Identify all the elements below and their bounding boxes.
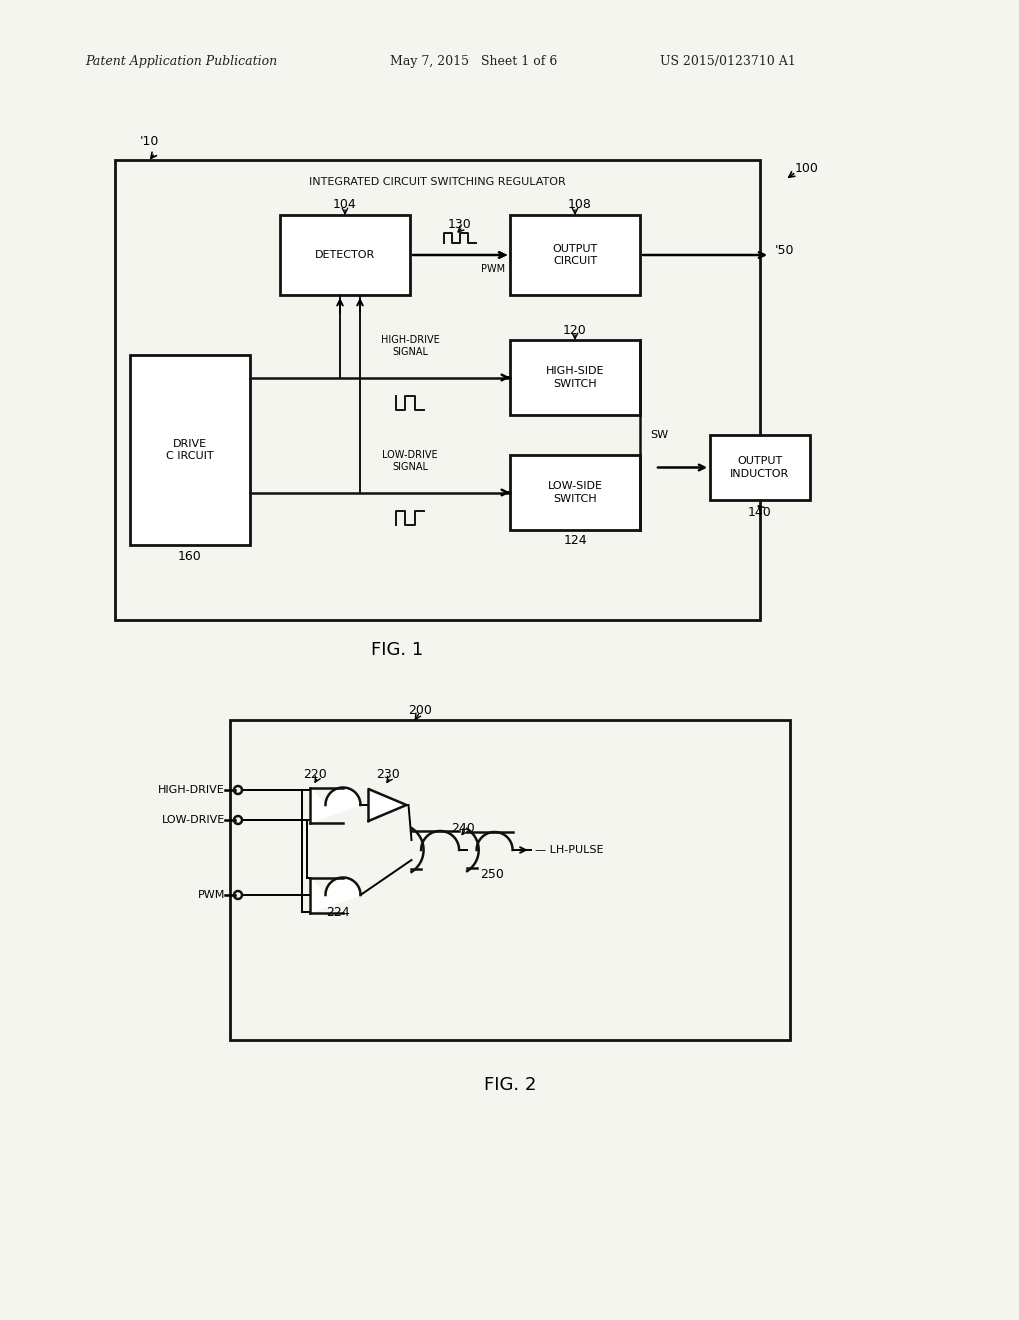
Polygon shape bbox=[467, 829, 513, 871]
Text: PWM: PWM bbox=[480, 264, 504, 275]
Text: FIG. 2: FIG. 2 bbox=[483, 1076, 536, 1094]
Text: 140: 140 bbox=[747, 506, 771, 519]
Polygon shape bbox=[368, 789, 407, 821]
Text: DRIVE
C IRCUIT: DRIVE C IRCUIT bbox=[166, 438, 214, 461]
Text: HIGH-SIDE
SWITCH: HIGH-SIDE SWITCH bbox=[545, 366, 603, 388]
Text: '50: '50 bbox=[774, 243, 794, 256]
Bar bbox=[280, 215, 410, 294]
Bar bbox=[115, 160, 759, 620]
Text: — LH-PULSE: — LH-PULSE bbox=[534, 845, 602, 855]
Text: PWM: PWM bbox=[198, 890, 225, 900]
Text: LOW-DRIVE
SIGNAL: LOW-DRIVE SIGNAL bbox=[382, 450, 437, 471]
Text: HIGH-DRIVE: HIGH-DRIVE bbox=[158, 785, 225, 795]
Polygon shape bbox=[310, 878, 360, 912]
Text: OUTPUT
INDUCTOR: OUTPUT INDUCTOR bbox=[730, 457, 789, 479]
Text: 104: 104 bbox=[333, 198, 357, 211]
Text: HIGH-DRIVE
SIGNAL: HIGH-DRIVE SIGNAL bbox=[380, 335, 439, 356]
Polygon shape bbox=[310, 788, 360, 822]
Text: 220: 220 bbox=[303, 768, 326, 781]
Text: LOW-SIDE
SWITCH: LOW-SIDE SWITCH bbox=[547, 482, 602, 504]
Bar bbox=[229, 719, 790, 1040]
Text: 108: 108 bbox=[568, 198, 591, 211]
Bar bbox=[510, 215, 639, 294]
Text: 130: 130 bbox=[447, 219, 472, 231]
Text: Patent Application Publication: Patent Application Publication bbox=[85, 55, 277, 69]
Text: 250: 250 bbox=[480, 869, 503, 882]
Text: LOW-DRIVE: LOW-DRIVE bbox=[162, 814, 225, 825]
Bar bbox=[510, 341, 639, 414]
Text: FIG. 1: FIG. 1 bbox=[371, 642, 423, 659]
Text: '10: '10 bbox=[140, 135, 159, 148]
Text: 120: 120 bbox=[562, 323, 586, 337]
Text: DETECTOR: DETECTOR bbox=[315, 249, 375, 260]
Text: 240: 240 bbox=[451, 821, 475, 834]
Text: SW: SW bbox=[649, 430, 667, 440]
Text: 224: 224 bbox=[326, 907, 350, 920]
Bar bbox=[129, 355, 250, 545]
Text: 124: 124 bbox=[562, 533, 586, 546]
Text: 160: 160 bbox=[178, 550, 202, 564]
Text: US 2015/0123710 A1: US 2015/0123710 A1 bbox=[659, 55, 795, 69]
Text: May 7, 2015   Sheet 1 of 6: May 7, 2015 Sheet 1 of 6 bbox=[389, 55, 556, 69]
Text: 230: 230 bbox=[376, 768, 400, 781]
Text: OUTPUT
CIRCUIT: OUTPUT CIRCUIT bbox=[552, 244, 597, 267]
Bar bbox=[510, 455, 639, 531]
Polygon shape bbox=[411, 828, 459, 873]
Text: 200: 200 bbox=[408, 704, 431, 717]
Text: 100: 100 bbox=[794, 161, 818, 174]
Text: INTEGRATED CIRCUIT SWITCHING REGULATOR: INTEGRATED CIRCUIT SWITCHING REGULATOR bbox=[309, 177, 566, 187]
Bar bbox=[709, 436, 809, 500]
